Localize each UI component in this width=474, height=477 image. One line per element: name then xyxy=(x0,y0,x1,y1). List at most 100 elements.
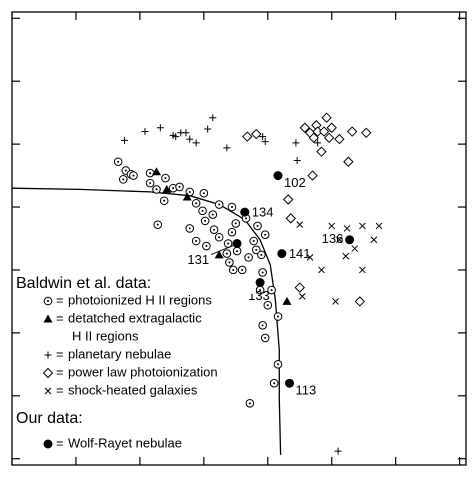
point-circle-dot xyxy=(245,399,255,408)
point-triangle xyxy=(214,250,224,259)
point-dot xyxy=(205,245,208,248)
point-diamond xyxy=(361,127,372,139)
point-diamond xyxy=(321,112,332,123)
point-circle-dot xyxy=(191,236,201,246)
point-diamond xyxy=(283,194,294,205)
point-plus xyxy=(334,447,342,455)
point-circle-dot xyxy=(260,230,270,240)
point-dot xyxy=(213,228,216,231)
point-plus xyxy=(182,129,190,137)
point-dot xyxy=(277,315,280,318)
point-circle-dot xyxy=(228,265,238,275)
point-cross xyxy=(351,245,359,252)
point-dot xyxy=(132,174,135,177)
point-diamond xyxy=(334,133,345,145)
point-filled xyxy=(285,378,295,388)
point-diamond xyxy=(346,126,358,137)
point-circle-dot xyxy=(273,312,283,321)
point-cross xyxy=(306,254,314,261)
point-circle-dot xyxy=(267,285,276,295)
point-plus xyxy=(259,133,267,141)
point-triangle xyxy=(43,314,53,323)
point-cross xyxy=(343,225,351,232)
point-circle-dot xyxy=(153,220,163,229)
point-dot xyxy=(211,213,214,216)
legend-title: Baldwin et al. data: xyxy=(16,275,151,292)
legend-label: photoionized H II regions xyxy=(68,292,212,307)
point-diamond xyxy=(307,170,318,181)
point-circle-dot xyxy=(258,321,267,330)
point-dot xyxy=(188,190,191,193)
point-dot xyxy=(195,240,198,243)
point-filled xyxy=(273,171,283,181)
point-cross xyxy=(296,221,304,229)
point-dot xyxy=(218,203,221,206)
point-circle-dot xyxy=(159,196,169,206)
point-cross xyxy=(375,222,383,230)
point-dot xyxy=(247,256,250,259)
point-circle-dot xyxy=(244,253,253,262)
legend-label: Wolf-Rayet nebulae xyxy=(68,435,182,450)
point-circle-dot xyxy=(199,188,209,198)
point-dot xyxy=(255,248,258,251)
point-diamond xyxy=(251,128,262,140)
point-dot xyxy=(245,217,248,220)
point-diamond xyxy=(299,122,311,133)
point-circle-dot xyxy=(249,236,259,246)
point-triangle xyxy=(152,167,162,176)
point-label: 134 xyxy=(252,205,274,220)
point-plus xyxy=(186,135,194,143)
point-circle-dot xyxy=(145,178,155,188)
model-curve xyxy=(11,187,282,455)
point-filled xyxy=(345,235,355,245)
point-dot xyxy=(218,236,221,239)
point-plus xyxy=(44,351,52,359)
point-triangle xyxy=(182,192,192,201)
point-dot xyxy=(228,261,231,264)
point-circle-dot xyxy=(232,246,242,256)
legend-bg xyxy=(14,409,254,429)
point-circle-dot xyxy=(237,265,247,275)
point-label: 141 xyxy=(289,246,311,261)
point-dot xyxy=(277,363,280,366)
legend-bg xyxy=(14,274,254,294)
point-plus xyxy=(204,125,212,133)
legend-equals: = xyxy=(56,382,64,397)
point-circle-dot xyxy=(257,250,266,260)
point-dot xyxy=(122,178,125,181)
point-dot xyxy=(156,223,159,226)
point-cross xyxy=(359,222,366,230)
point-dot xyxy=(195,202,198,205)
point-filled xyxy=(232,239,242,249)
point-circle-dot xyxy=(200,216,210,226)
point-plus xyxy=(192,139,200,147)
point-dot xyxy=(256,224,259,227)
point-circle-dot xyxy=(113,157,123,167)
point-circle-dot xyxy=(209,225,219,234)
point-circle-dot xyxy=(129,171,138,180)
point-circle-dot xyxy=(227,202,237,212)
point-diamond xyxy=(316,146,327,157)
point-cross xyxy=(332,298,339,305)
point-diamond xyxy=(242,131,253,142)
point-circle-dot xyxy=(175,182,184,192)
point-dot xyxy=(234,222,237,225)
legend-label: H II regions xyxy=(72,328,139,343)
point-dot xyxy=(261,271,264,274)
point-label: 136 xyxy=(322,231,344,246)
point-circle-dot xyxy=(260,333,270,343)
point-plus xyxy=(223,144,231,152)
point-cross xyxy=(44,387,52,395)
point-circle-dot xyxy=(231,219,241,228)
point-cross xyxy=(328,222,336,230)
point-dot xyxy=(163,199,166,202)
point-dot xyxy=(149,182,152,185)
legend-label: detatched extragalactic xyxy=(68,310,202,325)
point-filled xyxy=(277,249,287,259)
point-filled xyxy=(43,439,53,449)
point-dot xyxy=(236,250,239,253)
point-label: 102 xyxy=(284,175,306,190)
point-dot xyxy=(248,402,251,405)
point-circle-dot xyxy=(269,378,279,388)
